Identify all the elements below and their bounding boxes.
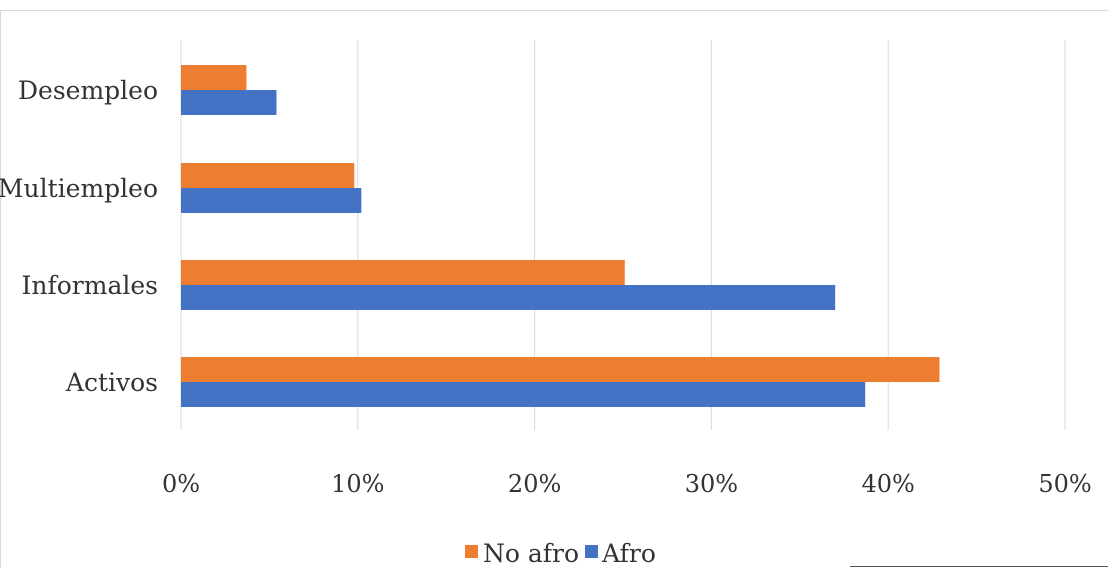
category-label: Multiempleo — [0, 174, 158, 203]
category-label: Desempleo — [18, 76, 158, 105]
x-tick-labels: 0% 10% 20% 30% 40% 50% — [162, 470, 1092, 498]
x-tick-label: 10% — [331, 470, 384, 498]
bar-no-afro-desempleo — [181, 65, 247, 90]
x-tick-label: 40% — [862, 470, 915, 498]
bar-afro-activos — [181, 382, 866, 407]
category-label: Informales — [22, 271, 158, 300]
bar-no-afro-multiempleo — [181, 163, 355, 188]
category-label: Activos — [65, 368, 158, 397]
chart-frame — [0, 10, 1108, 568]
legend: No afro Afro — [465, 539, 656, 568]
x-tick-label: 0% — [162, 470, 200, 498]
legend-label-afro: Afro — [601, 539, 656, 568]
bar-afro-multiempleo — [181, 188, 362, 213]
legend-swatch-afro — [585, 545, 598, 558]
bar-afro-informales — [181, 285, 836, 310]
bottom-rule — [850, 566, 1108, 567]
legend-swatch-no-afro — [465, 545, 478, 558]
x-tick-label: 30% — [685, 470, 738, 498]
bar-no-afro-informales — [181, 260, 625, 285]
bars — [181, 65, 940, 407]
x-tick-label: 50% — [1038, 470, 1091, 498]
x-tick-label: 20% — [508, 470, 561, 498]
bar-no-afro-activos — [181, 357, 940, 382]
bar-afro-desempleo — [181, 90, 277, 115]
category-labels: Desempleo Multiempleo Informales Activos — [0, 76, 158, 397]
legend-label-no-afro: No afro — [483, 539, 579, 568]
